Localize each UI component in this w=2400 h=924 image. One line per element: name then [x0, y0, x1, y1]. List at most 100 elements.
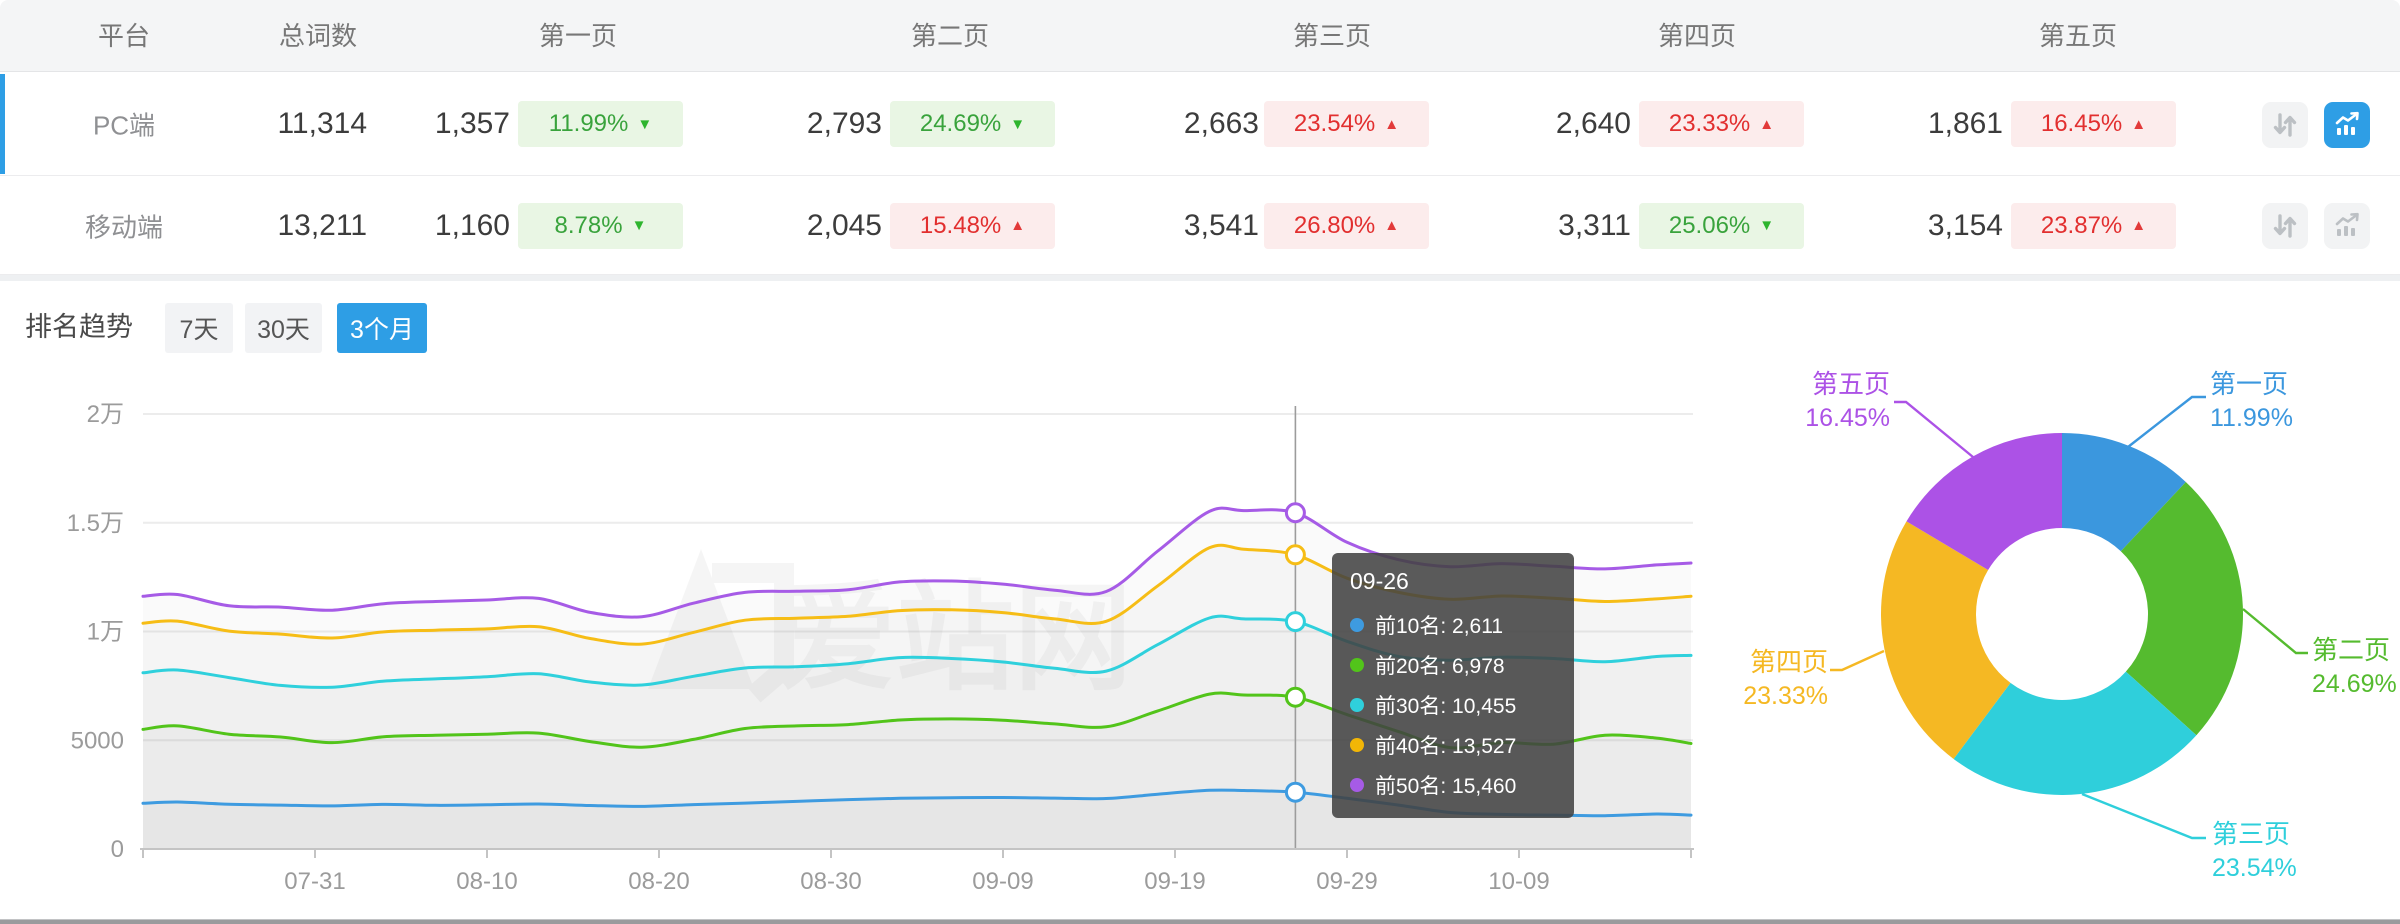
tab-30-days[interactable]: 30天 — [245, 303, 322, 353]
x-axis-label: 09-29 — [1316, 868, 1377, 895]
sort-arrows-icon — [2273, 112, 2297, 137]
column-header-total: 总词数 — [278, 21, 358, 51]
donut-label-percent: 24.69% — [2312, 670, 2397, 698]
column-header-page5: 第五页 — [2038, 21, 2118, 51]
trend-section: 排名趋势 7天 30天 3个月 爱站网 07-31 08-10 08-20 08-30 0… — [0, 281, 2400, 919]
donut-label-name: 第三页 — [2212, 819, 2291, 849]
triangle-down-icon: ▼ — [1010, 115, 1026, 133]
trend-line-chart[interactable]: 爱站网 07-31 08-10 08-20 08-30 09-09 09-19 09-29 10… — [67, 401, 1694, 895]
y-axis-label: 2万 — [87, 401, 124, 428]
y-axis-label: 0 — [111, 836, 124, 863]
tooltip-item-text: 前50名: 15,460 — [1375, 775, 1517, 798]
section-divider — [0, 275, 2400, 281]
donut-slice-第五页[interactable] — [1906, 433, 2062, 570]
y-axis-label: 5000 — [71, 727, 124, 754]
donut-label-percent: 23.33% — [1743, 682, 1828, 710]
series-dot-icon — [1350, 698, 1364, 712]
sort-button[interactable] — [2262, 101, 2308, 148]
series-dot-icon — [1350, 738, 1364, 752]
donut-label-line — [2127, 395, 2206, 448]
hover-marker-前30名 — [1284, 611, 1306, 633]
column-header-page1: 第一页 — [538, 21, 618, 51]
hover-marker-前10名 — [1284, 781, 1306, 803]
page4-percent-badge: 25.06% ▼ — [1639, 202, 1804, 249]
donut-label-percent: 11.99% — [2210, 404, 2293, 432]
series-area-fill — [143, 693, 1691, 849]
percent-value: 11.99% — [548, 110, 629, 137]
page3-percent-badge: 23.54% ▲ — [1264, 101, 1429, 147]
table-row-pc[interactable]: PC端 11,314 1,357 11.99% ▼ 2,793 24.69% ▼ 2,663 23… — [0, 73, 2400, 176]
x-axis-label: 09-19 — [1144, 868, 1205, 895]
charts-canvas[interactable]: 爱站网 07-31 08-10 08-20 08-30 09-09 09-19 09-29 10… — [0, 281, 2400, 919]
page-distribution-donut[interactable] — [1830, 395, 2308, 840]
x-axis-label: 08-10 — [456, 868, 517, 895]
y-axis-label: 1万 — [87, 619, 124, 646]
tooltip-item: 前50名: 15,460 — [1350, 765, 1556, 805]
trend-chart-icon — [2335, 212, 2359, 236]
triangle-up-icon: ▲ — [2131, 217, 2147, 234]
window-bottom-edge — [0, 919, 2400, 924]
trend-chart-icon — [2335, 111, 2359, 135]
donut-slice-第三页[interactable] — [1953, 671, 2197, 795]
donut-callout-第三页: 第三页 23.54% — [2212, 817, 2362, 885]
series-dot-icon — [1350, 658, 1364, 672]
page5-percent-badge: 23.87% ▲ — [2011, 202, 2176, 249]
donut-label-line — [2242, 608, 2308, 655]
donut-label-line — [1894, 400, 1974, 458]
percent-value: 23.33% — [1668, 110, 1751, 137]
donut-callout-第一页: 第一页 11.99% — [2210, 367, 2360, 435]
total-words-value: 11,314 — [277, 107, 367, 140]
donut-label-name: 第五页 — [1811, 369, 1890, 399]
series-dot-icon — [1350, 618, 1364, 632]
donut-label-percent: 16.45% — [1805, 404, 1890, 432]
page3-percent-badge: 26.80% ▲ — [1264, 202, 1429, 249]
table-row-mobile[interactable]: 移动端 13,211 1,160 8.78% ▼ 2,045 15.48% ▲ 3,541 26.… — [0, 177, 2400, 275]
watermark-text: 爱站网 — [778, 573, 1132, 705]
show-trend-button[interactable] — [2324, 101, 2370, 148]
total-words-value: 13,211 — [277, 208, 367, 242]
donut-label-name: 第一页 — [2210, 369, 2289, 399]
sort-button[interactable] — [2262, 203, 2308, 249]
page3-count: 2,663 — [1183, 107, 1259, 140]
show-trend-button[interactable] — [2324, 203, 2370, 249]
triangle-down-icon: ▼ — [631, 217, 647, 234]
donut-slice-第一页[interactable] — [2062, 433, 2186, 552]
platform-name: PC端 — [92, 110, 156, 141]
hover-marker-前50名 — [1284, 502, 1306, 524]
tab-7-days[interactable]: 7天 — [165, 303, 233, 353]
tooltip-item: 前40名: 13,527 — [1350, 725, 1556, 765]
x-axis-label: 08-20 — [628, 868, 689, 895]
donut-label-line — [2081, 792, 2206, 840]
active-row-indicator — [0, 74, 5, 174]
percent-value: 23.54% — [1293, 110, 1376, 137]
donut-slice-第二页[interactable] — [2120, 481, 2244, 736]
page4-count: 2,640 — [1555, 107, 1631, 140]
donut-callout-第二页: 第二页 24.69% — [2312, 633, 2400, 701]
page2-percent-badge: 15.48% ▲ — [890, 202, 1055, 249]
page3-count: 3,541 — [1183, 208, 1259, 242]
x-axis-label: 08-30 — [800, 868, 861, 895]
column-header-platform: 平台 — [97, 21, 151, 51]
page1-count: 1,357 — [434, 107, 510, 140]
triangle-down-icon: ▼ — [637, 115, 653, 133]
tooltip-item: 前30名: 10,455 — [1350, 685, 1556, 725]
donut-label-percent: 23.54% — [2212, 854, 2297, 882]
hover-marker-前20名 — [1284, 686, 1306, 708]
sort-arrows-icon — [2273, 214, 2297, 238]
triangle-down-icon: ▼ — [1759, 217, 1775, 234]
trend-section-title: 排名趋势 — [25, 312, 133, 342]
table-header: 平台 总词数 第一页 第二页 第三页 第四页 第五页 — [0, 0, 2400, 72]
x-axis-label: 10-09 — [1488, 868, 1549, 895]
series-dot-icon — [1350, 778, 1364, 792]
page4-percent-badge: 23.33% ▲ — [1639, 101, 1804, 147]
triangle-up-icon: ▲ — [1010, 217, 1026, 234]
percent-value: 15.48% — [919, 211, 1002, 239]
donut-callout-第四页: 第四页 23.33% — [1702, 645, 1828, 713]
page1-percent-badge: 8.78% ▼ — [518, 202, 683, 249]
donut-slice-第四页[interactable] — [1881, 521, 2011, 759]
percent-value: 25.06% — [1668, 211, 1751, 239]
page1-count: 1,160 — [434, 208, 510, 242]
tab-3-months[interactable]: 3个月 — [337, 303, 427, 353]
tooltip-item: 前20名: 6,978 — [1350, 645, 1556, 685]
percent-value: 26.80% — [1293, 211, 1376, 239]
